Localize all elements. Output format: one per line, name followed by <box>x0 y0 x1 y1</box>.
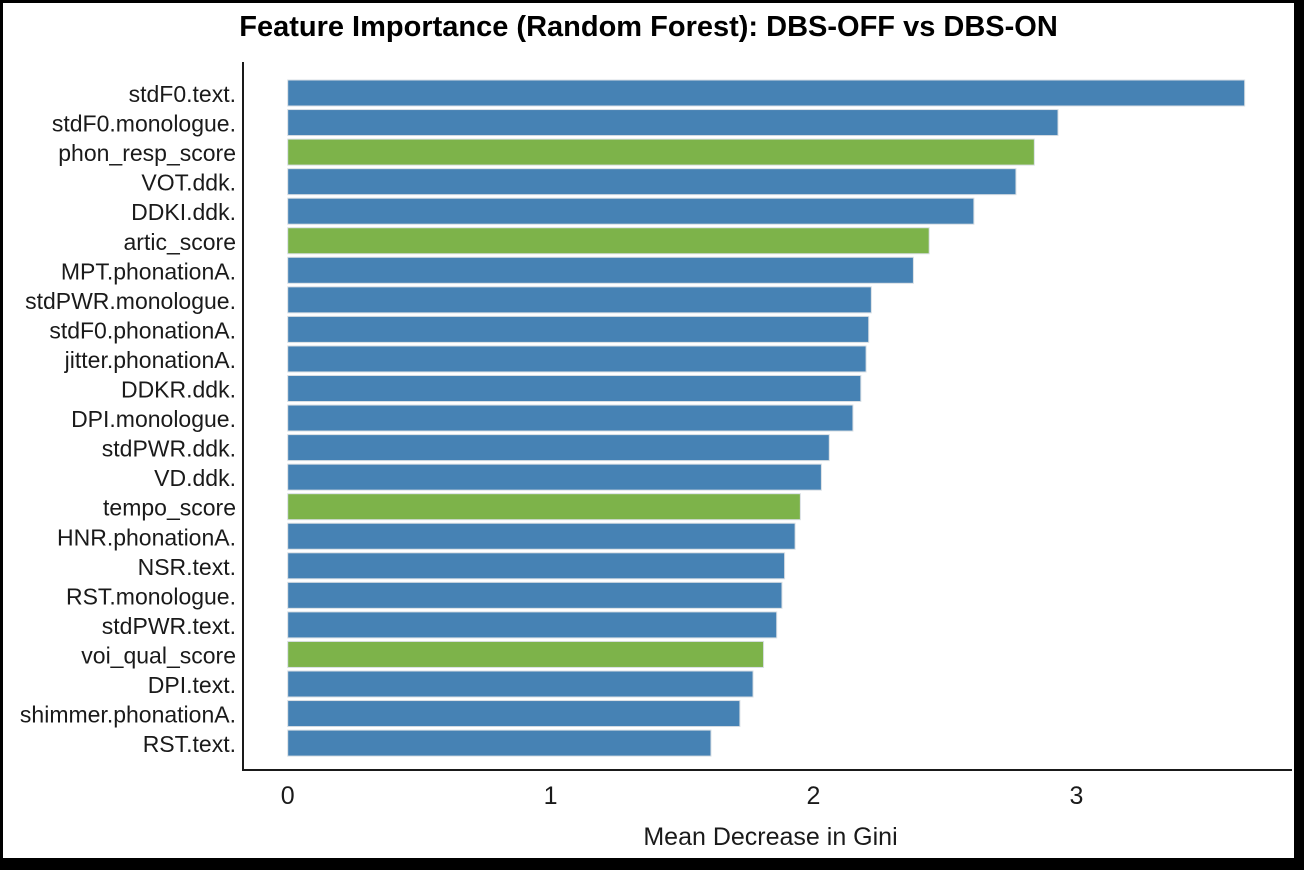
y-axis-label: VOT.ddk. <box>141 170 236 196</box>
bar-DDKR.ddk. <box>287 375 862 402</box>
bar-RST.monologue. <box>287 581 783 609</box>
y-axis-label: stdPWR.monologue. <box>25 288 236 314</box>
y-axis-label: stdF0.monologue. <box>52 111 236 137</box>
y-axis-label: stdF0.phonationA. <box>49 317 236 343</box>
y-axis-label: tempo_score <box>103 495 236 521</box>
y-axis-label: jitter.phonationA. <box>64 347 236 373</box>
y-axis-label: voi_qual_score <box>81 642 236 668</box>
chart-title: Feature Importance (Random Forest): DBS-… <box>239 11 1058 43</box>
y-axis-label: stdF0.text. <box>129 81 236 107</box>
y-axis-label: phon_resp_score <box>58 140 236 166</box>
x-tick-label: 0 <box>281 782 295 810</box>
bar-DDKI.ddk. <box>287 197 975 225</box>
y-axis-label: DDKI.ddk. <box>131 199 236 225</box>
bar-stdPWR.monologue. <box>287 286 872 314</box>
y-axis-label: MPT.phonationA. <box>61 258 236 284</box>
bar-MPT.phonationA. <box>287 256 914 284</box>
y-axis-label: artic_score <box>124 229 236 255</box>
bar-HNR.phonationA. <box>287 522 796 550</box>
bar-NSR.text. <box>287 552 786 580</box>
y-axis-label: DDKR.ddk. <box>121 377 236 403</box>
bar-tempo_score <box>287 493 801 521</box>
y-axis-label: NSR.text. <box>138 554 236 580</box>
bar-voi_qual_score <box>287 640 765 668</box>
bar-RST.text. <box>287 729 712 757</box>
y-axis-label: stdPWR.text. <box>102 613 236 639</box>
bar-stdPWR.ddk. <box>287 434 830 462</box>
bar-shimmer.phonationA. <box>287 700 741 728</box>
x-tick-label: 2 <box>807 782 821 810</box>
bar-stdF0.phonationA. <box>287 315 870 343</box>
y-axis-label: RST.monologue. <box>66 583 236 609</box>
x-tick-label: 1 <box>544 782 558 810</box>
x-axis-title: Mean Decrease in Gini <box>643 823 898 851</box>
y-axis-label: RST.text. <box>143 731 236 757</box>
y-axis-label: VD.ddk. <box>154 465 236 491</box>
y-axis-label: stdPWR.ddk. <box>102 436 236 462</box>
bar-stdPWR.text. <box>287 611 778 639</box>
bar-artic_score <box>287 227 930 255</box>
bar-stdF0.text. <box>287 79 1246 107</box>
y-axis-label: DPI.monologue. <box>71 406 236 432</box>
bar-chart: stdF0.text. stdF0.monologue. phon_resp_sco… <box>20 62 1292 810</box>
bar-jitter.phonationA. <box>287 345 867 373</box>
bar-stdF0.monologue. <box>287 109 1059 137</box>
bar-DPI.text. <box>287 670 754 698</box>
y-axis-label: HNR.phonationA. <box>57 524 236 550</box>
bar-phon_resp_score <box>287 138 1035 166</box>
x-tick-label: 3 <box>1069 782 1083 810</box>
bar-DPI.monologue. <box>287 404 854 432</box>
y-axis-label: shimmer.phonationA. <box>20 702 236 728</box>
bar-VD.ddk. <box>287 463 822 491</box>
y-axis-label: DPI.text. <box>148 672 236 698</box>
bar-VOT.ddk. <box>287 168 1017 196</box>
